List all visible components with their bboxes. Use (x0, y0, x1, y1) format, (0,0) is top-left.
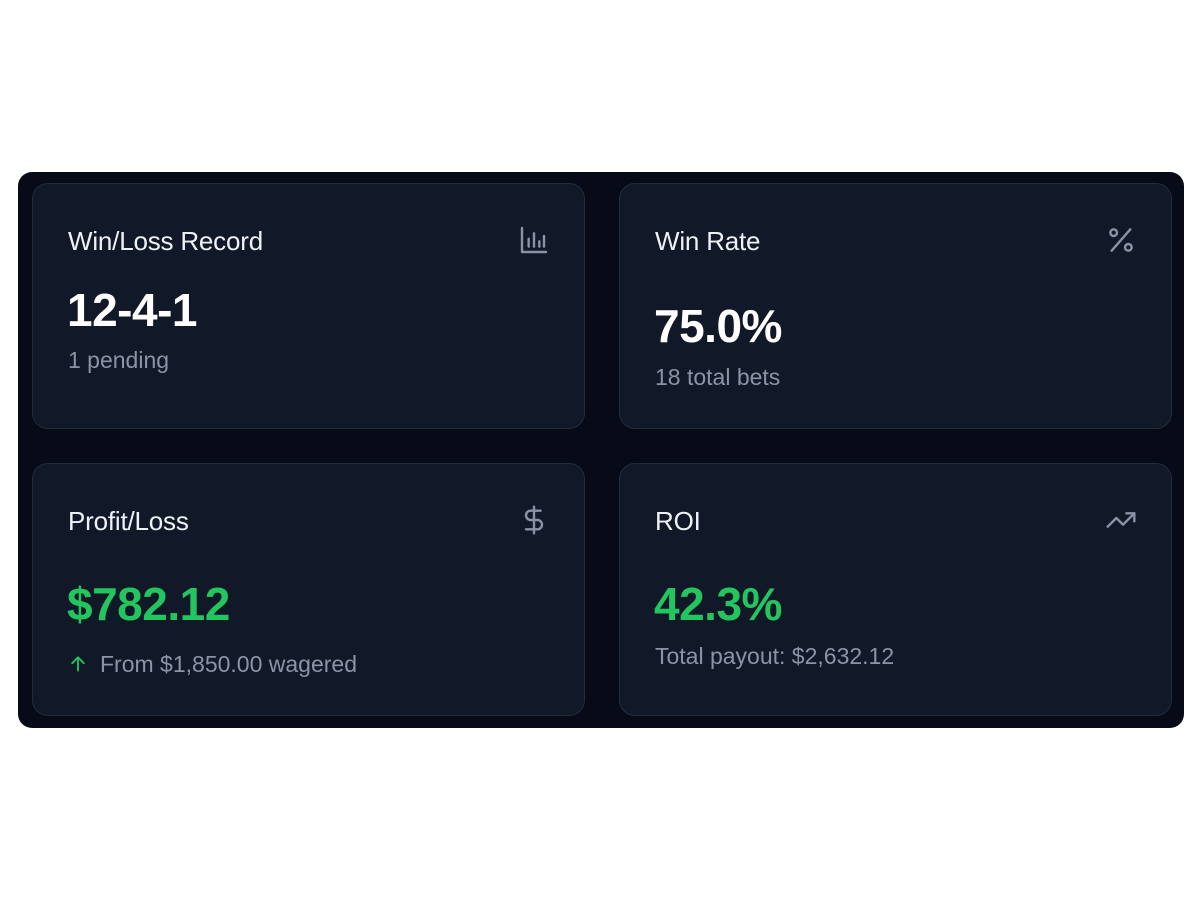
card-title: Win/Loss Record (68, 226, 263, 256)
trending-up-icon (1105, 504, 1137, 536)
record-value: 12-4-1 (67, 284, 197, 336)
card-title: Win Rate (655, 226, 761, 256)
win-rate-value: 75.0% (654, 300, 782, 352)
roi-value: 42.3% (654, 578, 782, 630)
total-payout: Total payout: $2,632.12 (655, 643, 895, 669)
percent-icon (1105, 224, 1137, 256)
wagered-info: From $1,850.00 wagered (68, 650, 357, 678)
wagered-text: From $1,850.00 wagered (100, 651, 357, 677)
roi-card: ROI 42.3% Total payout: $2,632.12 (619, 463, 1172, 716)
bar-chart-icon (518, 224, 550, 256)
profit-value: $782.12 (67, 578, 230, 630)
dollar-icon (518, 504, 550, 536)
card-title: ROI (655, 506, 701, 536)
profit-loss-card: Profit/Loss $782.12 From $1,850.00 wager… (32, 463, 585, 716)
card-title: Profit/Loss (68, 506, 189, 536)
arrow-up-icon (68, 654, 88, 674)
pending-count: 1 pending (68, 347, 170, 373)
stats-dashboard: Win/Loss Record 12-4-1 1 pending Win Rat… (18, 172, 1184, 728)
win-rate-card: Win Rate 75.0% 18 total bets (619, 183, 1172, 429)
total-bets: 18 total bets (655, 364, 781, 390)
win-loss-record-card: Win/Loss Record 12-4-1 1 pending (32, 183, 585, 429)
